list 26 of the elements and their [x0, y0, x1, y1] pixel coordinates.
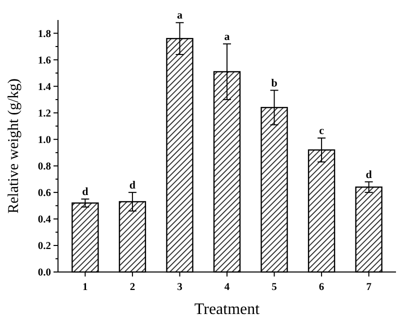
y-tick-label: 1.0 [38, 135, 51, 146]
x-tick-label: 3 [177, 282, 182, 293]
x-tick-label: 7 [366, 282, 372, 293]
x-tick-label: 4 [224, 282, 230, 293]
x-tick-label: 6 [318, 282, 324, 293]
y-tick-label: 0.2 [38, 241, 51, 252]
annotation: d [366, 168, 372, 181]
y-tick-label: 0.4 [38, 214, 52, 226]
x-tick-label: 1 [82, 282, 88, 293]
annotation: a [224, 30, 230, 43]
y-axis-title: Relative weight (g/kg) [6, 78, 22, 214]
x-tick-label: 2 [130, 282, 136, 293]
x-tick-label: 5 [272, 282, 277, 293]
x-axis-title: Treatment [194, 301, 260, 318]
y-tick-label: 0.0 [38, 268, 51, 279]
y-tick-label: 1.2 [38, 108, 51, 120]
annotation: b [271, 77, 278, 90]
y-tick-label: 1.8 [38, 28, 51, 40]
annotation: c [319, 125, 324, 138]
annotation: a [176, 10, 183, 22]
annotation: d [129, 179, 136, 192]
y-tick-label: 0.6 [38, 188, 51, 200]
y-tick-label: 1.6 [38, 55, 51, 66]
y-tick-label: 0.8 [38, 162, 51, 173]
annotation: d [82, 186, 88, 198]
y-tick-label: 1.4 [38, 82, 52, 93]
